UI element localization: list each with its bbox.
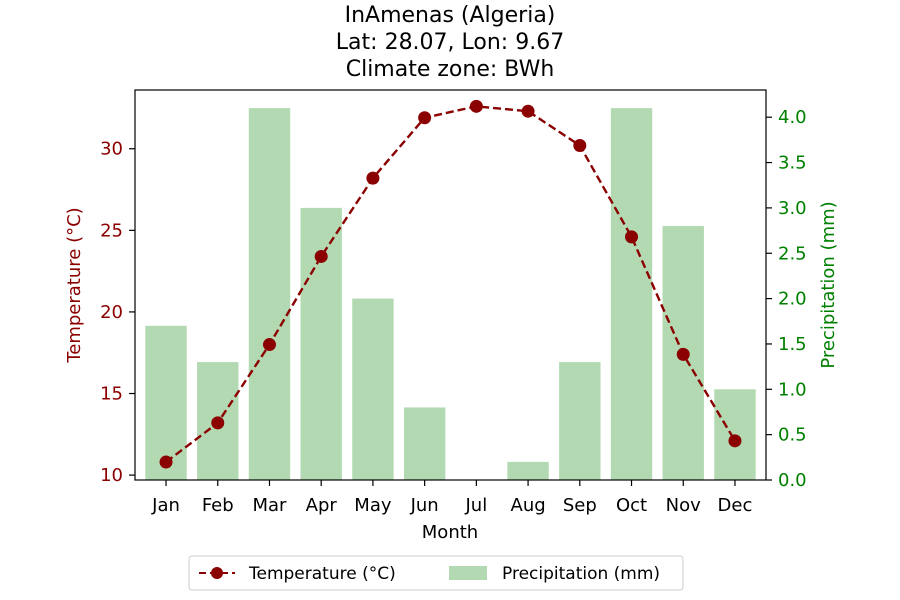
y-right-tick-label: 3.5 <box>778 153 807 174</box>
x-tick-label-nov: Nov <box>666 495 701 516</box>
x-tick-label-feb: Feb <box>202 495 234 516</box>
y-right-axis-label: Precipitation (mm) <box>818 201 839 368</box>
y-left-tick-label: 30 <box>100 139 123 160</box>
temperature-point-jul <box>469 99 483 113</box>
right-axis: 0.0 0.5 1.0 1.5 2.0 2.5 3.0 3.5 4.0 <box>766 107 807 491</box>
legend-item-temperature: Temperature (°C) <box>199 564 396 584</box>
x-tick-label-dec: Dec <box>718 495 753 516</box>
y-right-tick-label: 0.0 <box>778 470 807 491</box>
legend-label-temperature: Temperature (°C) <box>248 564 396 584</box>
precipitation-bar-apr <box>300 207 342 480</box>
x-tick-label-may: May <box>354 495 392 516</box>
title-line-2: Lat: 28.07, Lon: 9.67 <box>336 30 564 55</box>
temperature-point-nov <box>676 347 690 361</box>
x-tick-label-jun: Jun <box>410 495 439 516</box>
temperature-point-sep <box>573 138 587 152</box>
temperature-point-dec <box>728 434 742 448</box>
y-right-tick-label: 4.0 <box>778 107 807 128</box>
precipitation-bar-may <box>352 298 394 480</box>
y-right-tick-label: 1.0 <box>778 379 807 400</box>
left-axis: 10 15 20 25 30 <box>100 139 135 486</box>
y-left-tick-label: 20 <box>100 302 123 323</box>
y-left-tick-label: 15 <box>100 384 123 405</box>
x-tick-label-jan: Jan <box>151 495 180 516</box>
legend: Temperature (°C) Precipitation (mm) <box>188 555 684 591</box>
title-line-1: InAmenas (Algeria) <box>345 3 556 28</box>
precipitation-bar-jan <box>145 325 187 480</box>
temperature-line <box>159 99 742 469</box>
y-right-tick-label: 2.0 <box>778 289 807 310</box>
title-line-3: Climate zone: BWh <box>346 57 555 82</box>
temperature-point-oct <box>625 230 639 244</box>
temperature-point-jun <box>418 111 432 125</box>
temperature-point-feb <box>211 416 225 430</box>
x-tick-label-mar: Mar <box>252 495 287 516</box>
temperature-point-aug <box>521 104 535 118</box>
temperature-point-apr <box>314 249 328 263</box>
plot-frame <box>134 89 767 481</box>
precipitation-bar-jun <box>403 407 446 480</box>
y-left-tick-label: 10 <box>100 465 123 486</box>
temperature-point-mar <box>262 338 276 352</box>
y-right-tick-label: 2.5 <box>778 243 807 264</box>
precipitation-bar-mar <box>248 108 291 481</box>
legend-box <box>188 555 684 591</box>
x-tick-label-apr: Apr <box>306 495 338 516</box>
y-right-tick-label: 3.0 <box>778 198 807 219</box>
legend-label-precipitation: Precipitation (mm) <box>502 564 660 584</box>
y-left-tick-label: 25 <box>100 220 123 241</box>
precipitation-bars <box>145 108 756 481</box>
legend-item-precipitation: Precipitation (mm) <box>449 564 660 584</box>
temperature-point-jan <box>159 455 173 469</box>
precipitation-bar-oct <box>610 108 653 481</box>
x-tick-label-sep: Sep <box>563 495 597 516</box>
y-right-tick-label: 0.5 <box>778 425 807 446</box>
chart-title: InAmenas (Algeria) Lat: 28.07, Lon: 9.67… <box>336 3 564 82</box>
temperature-line-path <box>165 105 736 464</box>
legend-bar-swatch <box>449 566 487 580</box>
legend-marker-swatch <box>211 567 223 579</box>
x-axis: Jan Feb Mar Apr May Jun Jul Aug Sep Oct Nov Dec <box>151 480 752 516</box>
x-tick-label-oct: Oct <box>616 495 647 516</box>
precipitation-bar-sep <box>559 362 601 480</box>
temperature-point-may <box>366 171 380 185</box>
y-right-tick-label: 1.5 <box>778 334 807 355</box>
x-tick-label-jul: Jul <box>465 495 488 516</box>
x-tick-label-aug: Aug <box>511 495 546 516</box>
precipitation-bar-aug <box>507 461 549 480</box>
y-left-axis-label: Temperature (°C) <box>64 207 85 363</box>
x-axis-label: Month <box>422 522 478 543</box>
